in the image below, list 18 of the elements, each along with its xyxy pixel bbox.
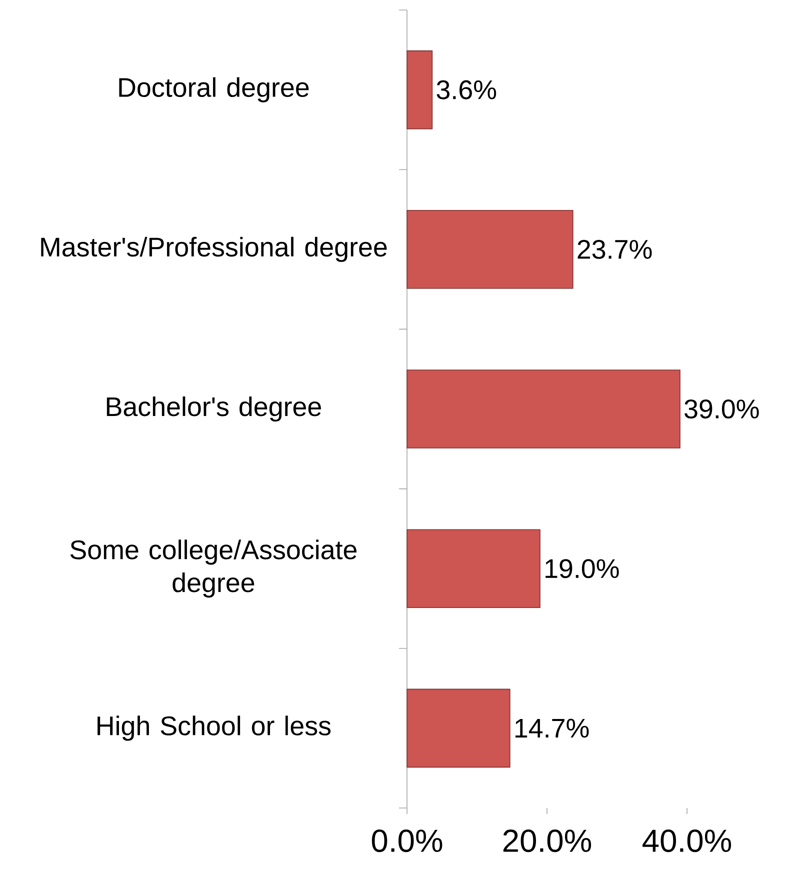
bar: [406, 688, 510, 768]
x-tick-label: 0.0%: [372, 830, 442, 852]
data-label: 14.7%: [515, 718, 589, 738]
bar: [406, 370, 680, 448]
bar: [406, 50, 433, 130]
y-tick-label: Some college/Associate degree: [70, 540, 357, 598]
bar: [406, 210, 574, 289]
y-tick-label: Doctoral degree: [119, 77, 309, 102]
data-label: 39.0%: [684, 399, 759, 419]
data-label: 23.7%: [578, 240, 652, 259]
data-label: 19.0%: [546, 559, 619, 578]
y-tick-label: Master's/Professional degree: [41, 236, 387, 262]
y-tick-label: Bachelor's degree: [106, 396, 321, 422]
x-tick-label: 20.0%: [503, 830, 592, 852]
data-label: 3.6%: [436, 80, 496, 100]
x-tick-label: 40.0%: [642, 830, 732, 852]
bar: [406, 529, 540, 608]
y-tick-label: High School or less: [98, 716, 331, 741]
